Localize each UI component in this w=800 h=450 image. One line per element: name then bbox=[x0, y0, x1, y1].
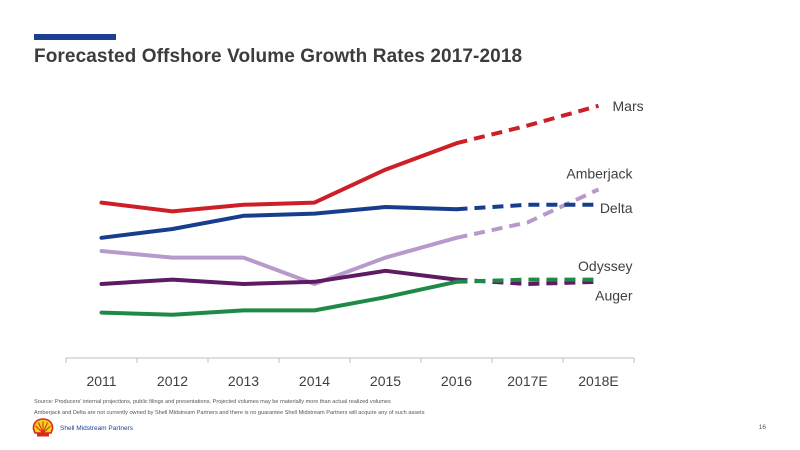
x-tick-label-2014: 2014 bbox=[299, 373, 330, 389]
series-line-auger-actual bbox=[99, 279, 459, 317]
series-line-delta-forecast bbox=[456, 202, 599, 212]
series-line-amberjack-actual bbox=[99, 235, 459, 286]
source-note-line-2: Amberjack and Delta are not currently ow… bbox=[34, 410, 425, 416]
series-label-odyssey: Odyssey bbox=[578, 258, 632, 274]
shell-logo-icon bbox=[32, 418, 54, 437]
series-label-auger: Auger bbox=[595, 288, 633, 304]
x-tick-label-2013: 2013 bbox=[228, 373, 259, 389]
series-line-auger-forecast bbox=[456, 277, 599, 284]
series-label-delta: Delta bbox=[600, 200, 633, 216]
brand-name: Shell Midstream Partners bbox=[60, 424, 133, 432]
source-note: Source: Producers' internal projections,… bbox=[34, 397, 425, 419]
title-accent-bar bbox=[34, 34, 116, 40]
x-tick-label-2018e: 2018E bbox=[578, 373, 618, 389]
footer: Shell Midstream Partners bbox=[32, 418, 133, 438]
x-tick-label-2011: 2011 bbox=[86, 373, 116, 389]
series-label-amberjack: Amberjack bbox=[566, 165, 633, 181]
x-tick-label-2012: 2012 bbox=[157, 373, 188, 389]
series-line-odyssey-actual bbox=[99, 268, 459, 286]
series-label-mars: Mars bbox=[613, 98, 644, 114]
x-tick-label-2016: 2016 bbox=[441, 373, 472, 389]
series-line-delta-actual bbox=[99, 205, 459, 240]
x-tick-label-2015: 2015 bbox=[370, 373, 401, 389]
source-note-line-1: Source: Producers' internal projections,… bbox=[34, 399, 391, 405]
page-number: 16 bbox=[758, 424, 766, 431]
series-line-mars-actual bbox=[99, 141, 459, 214]
x-tick-label-2017e: 2017E bbox=[507, 373, 547, 389]
series-line-amberjack-forecast bbox=[456, 187, 600, 240]
slide-title: Forecasted Offshore Volume Growth Rates … bbox=[34, 46, 523, 67]
series-line-mars-forecast bbox=[456, 103, 600, 146]
